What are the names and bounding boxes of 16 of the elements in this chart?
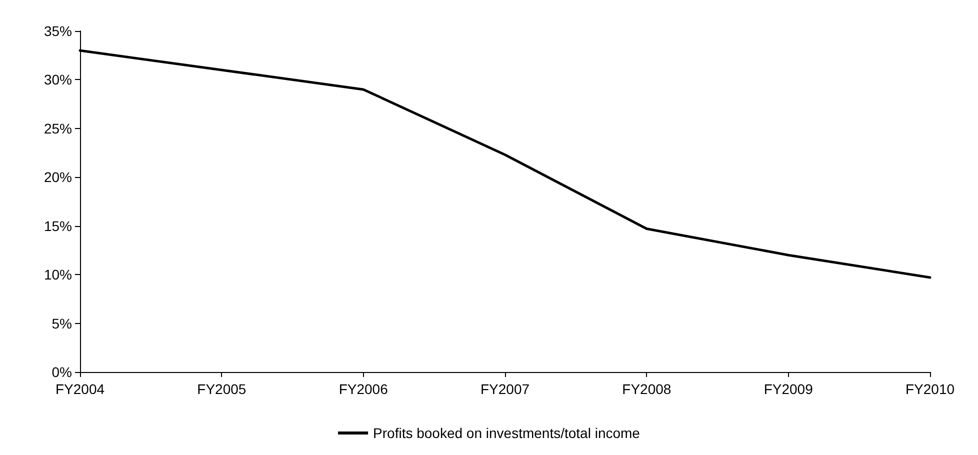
y-tick-label: 5% — [52, 315, 72, 332]
legend-label: Profits booked on investments/total income — [373, 425, 640, 441]
x-tick-label: FY2004 — [55, 381, 105, 397]
y-tick-label: 15% — [44, 218, 72, 234]
x-tick-label: FY2005 — [197, 381, 246, 397]
x-tick-label: FY2010 — [905, 381, 955, 397]
y-tick-label: 25% — [44, 120, 72, 136]
x-tick-label: FY2006 — [338, 381, 388, 397]
y-tick-label: 10% — [44, 266, 72, 283]
y-tick-label: 35% — [44, 23, 72, 39]
y-tick-label: 0% — [52, 364, 72, 380]
x-tick-label: FY2007 — [480, 381, 530, 397]
y-tick-label: 20% — [44, 169, 72, 186]
y-tick-label: 30% — [44, 72, 72, 88]
x-tick-label: FY2009 — [764, 381, 814, 397]
x-tick-label: FY2008 — [622, 381, 672, 397]
